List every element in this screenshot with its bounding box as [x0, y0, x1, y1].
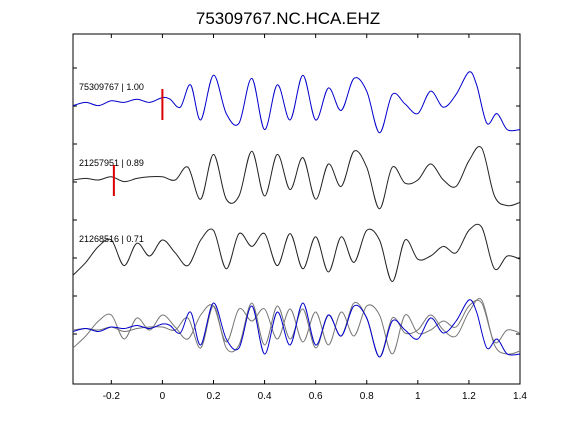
- x-tick-label: 0.2: [207, 391, 221, 402]
- x-tick-label: 0: [160, 391, 166, 402]
- overlay-trace-2: [72, 298, 521, 358]
- overlay-trace-3: [72, 299, 521, 355]
- trace-line-2: [72, 146, 521, 210]
- overlay-trace-1: [72, 299, 521, 358]
- trace-label-1: 75309767 | 1.00: [79, 82, 144, 92]
- trace-group: [72, 71, 521, 283]
- trace-line-1: [72, 71, 521, 134]
- x-tick-label: -0.2: [103, 391, 121, 402]
- trace-labels: 75309767 | 1.00 21257951 | 0.89 21268516 |…: [79, 82, 144, 244]
- trace-label-3: 21268516 | 0.71: [79, 234, 144, 244]
- pick-markers: [112, 89, 164, 196]
- y-axis: [73, 67, 520, 335]
- x-tick-label: 0.4: [258, 391, 272, 402]
- chart-title: 75309767.NC.HCA.EHZ: [196, 9, 380, 28]
- x-tick-label: 1.4: [513, 391, 527, 402]
- plot-frame: [72, 33, 521, 385]
- trace-line-3: [72, 223, 521, 283]
- x-tick-label: 1: [415, 391, 421, 402]
- x-tick-label: 0.6: [309, 391, 323, 402]
- overlay-group: [72, 298, 521, 358]
- trace-label-2: 21257951 | 0.89: [79, 158, 144, 168]
- x-tick-label: 0.8: [360, 391, 374, 402]
- x-axis: -0.2 0 0.2 0.4 0.6 0.8 1 1.2 1.4: [103, 34, 527, 402]
- x-tick-label: 1.2: [462, 391, 476, 402]
